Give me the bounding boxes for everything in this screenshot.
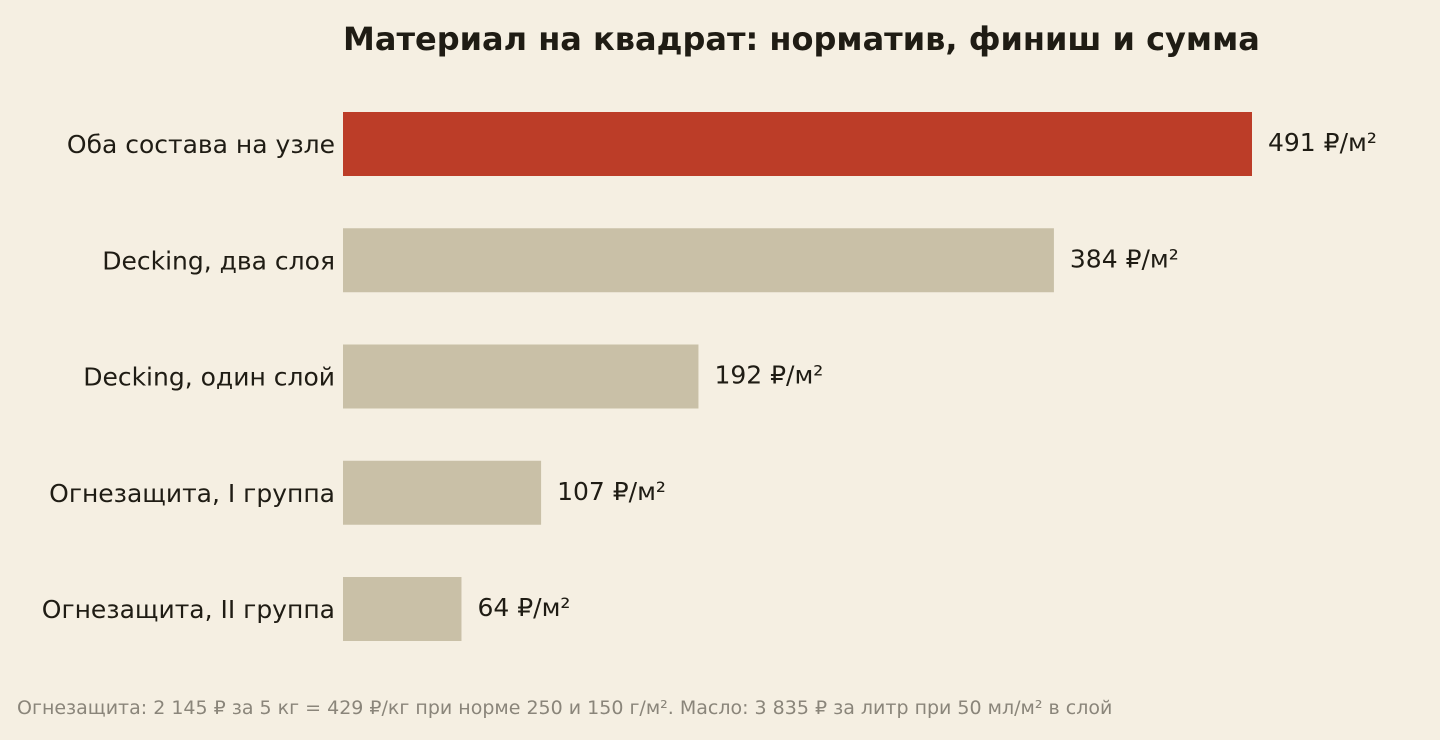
bar [343, 112, 1252, 176]
chart-title: Материал на квадрат: норматив, финиш и с… [343, 20, 1260, 58]
category-label: Decking, один слой [83, 363, 335, 392]
category-label: Огнезащита, I группа [49, 479, 335, 508]
category-label: Decking, два слоя [102, 246, 335, 275]
category-label: Оба состава на узле [67, 130, 335, 159]
bars-group: Оба состава на узле 491 ₽/м² Decking, два … [42, 112, 1377, 641]
category-label: Огнезащита, II группа [42, 595, 335, 624]
value-label: 64 ₽/м² [477, 593, 570, 622]
bar [343, 577, 462, 641]
value-label: 491 ₽/м² [1268, 128, 1377, 157]
value-label: 192 ₽/м² [714, 361, 823, 390]
bar [343, 344, 699, 409]
chart-footnote: Огнезащита: 2 145 ₽ за 5 кг = 429 ₽/кг п… [17, 697, 1112, 719]
bar [343, 460, 542, 525]
bar [343, 228, 1054, 293]
value-label: 107 ₽/м² [557, 477, 666, 506]
value-label: 384 ₽/м² [1070, 244, 1179, 273]
